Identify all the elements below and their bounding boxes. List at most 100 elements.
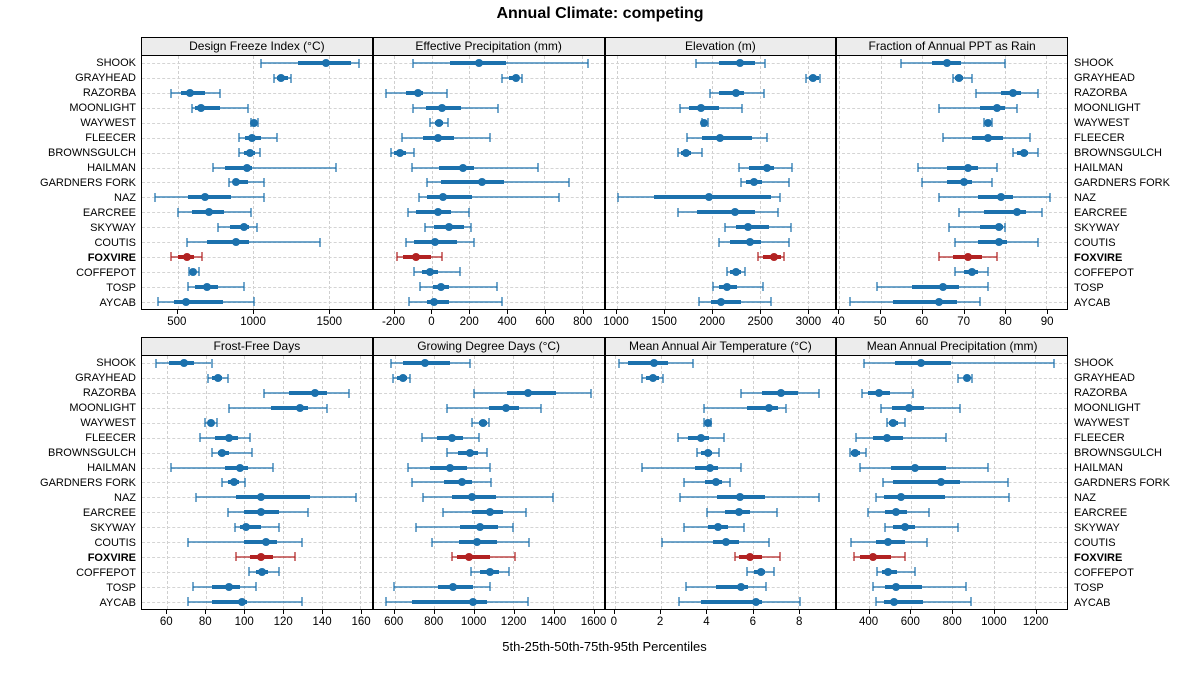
site-row xyxy=(837,86,1067,101)
range-end-cap xyxy=(788,237,791,247)
range-end-cap xyxy=(782,252,785,262)
site-row xyxy=(605,430,836,445)
site-row xyxy=(373,190,604,205)
range-end-cap xyxy=(784,403,787,413)
range-end-cap xyxy=(262,177,265,187)
median-dot xyxy=(224,433,233,442)
horizontal-gridline xyxy=(373,363,604,365)
range-end-cap xyxy=(412,58,415,68)
band-25th-75th xyxy=(174,299,223,304)
range-end-cap xyxy=(251,448,254,458)
axis-tick xyxy=(393,310,395,314)
range-end-cap xyxy=(512,522,515,532)
median-dot xyxy=(444,223,453,232)
range-end-cap xyxy=(407,463,410,473)
site-row xyxy=(605,71,836,86)
site-row xyxy=(837,445,1067,460)
median-dot xyxy=(704,193,713,202)
axis-tick xyxy=(361,610,363,614)
site-label-hailman: HAILMAN xyxy=(1074,161,1123,174)
axis-tick xyxy=(664,310,666,314)
site-label-shook: SHOOK xyxy=(1074,356,1114,369)
median-dot xyxy=(737,582,746,591)
axis-tick xyxy=(544,310,546,314)
range-end-cap xyxy=(874,597,877,607)
axis-tick xyxy=(393,610,395,614)
range-end-cap xyxy=(187,537,190,547)
range-end-cap xyxy=(459,267,462,277)
horizontal-gridline xyxy=(142,452,372,454)
range-end-cap xyxy=(734,552,737,562)
horizontal-gridline xyxy=(373,452,604,454)
axis-tick-label: 800 xyxy=(573,316,593,328)
median-dot xyxy=(955,74,964,83)
median-dot xyxy=(994,238,1003,247)
range-end-cap xyxy=(326,403,329,413)
median-dot xyxy=(770,252,779,261)
site-label-fleecer: FLEECER xyxy=(1074,131,1125,144)
range-end-cap xyxy=(501,297,504,307)
range-end-cap xyxy=(289,73,292,83)
range-end-cap xyxy=(187,597,190,607)
range-end-cap xyxy=(954,237,957,247)
range-end-cap xyxy=(987,463,990,473)
band-25th-75th xyxy=(711,299,742,304)
site-row xyxy=(373,205,604,220)
range-end-cap xyxy=(881,477,884,487)
panel-strip-title: Fraction of Annual PPT as Rain xyxy=(837,38,1067,56)
range-5th-95th xyxy=(213,166,337,169)
range-5th-95th xyxy=(412,166,538,169)
axis-tick xyxy=(880,310,882,314)
median-dot xyxy=(883,538,892,547)
site-row xyxy=(837,130,1067,145)
axis-tick xyxy=(616,310,618,314)
axis-tick-label: 0 xyxy=(428,316,435,328)
range-end-cap xyxy=(728,477,731,487)
range-end-cap xyxy=(431,537,434,547)
horizontal-gridline xyxy=(605,182,836,184)
site-row xyxy=(837,205,1067,220)
band-25th-75th xyxy=(288,391,328,396)
site-row xyxy=(142,475,372,490)
panel-design-freeze-index-c-: Design Freeze Index (°C) xyxy=(141,37,373,310)
range-5th-95th xyxy=(419,285,497,288)
axis-tick xyxy=(244,610,246,614)
median-dot xyxy=(512,74,521,83)
median-dot xyxy=(734,508,743,517)
range-end-cap xyxy=(723,222,726,232)
axis-tick-label: 90 xyxy=(1040,316,1054,328)
median-dot xyxy=(942,59,951,68)
site-row xyxy=(605,401,836,416)
panel-elevation-m-: Elevation (m) xyxy=(604,37,837,310)
site-row xyxy=(142,294,372,309)
median-dot xyxy=(256,508,265,517)
band-25th-75th xyxy=(194,106,220,111)
range-end-cap xyxy=(1037,88,1040,98)
site-row xyxy=(837,249,1067,264)
range-end-cap xyxy=(916,163,919,173)
axis-tick xyxy=(582,310,584,314)
site-row xyxy=(605,249,836,264)
site-row xyxy=(837,401,1067,416)
range-end-cap xyxy=(218,88,221,98)
median-dot xyxy=(485,508,494,517)
site-row xyxy=(605,56,836,71)
median-dot xyxy=(735,59,744,68)
site-row xyxy=(373,460,604,475)
horizontal-gridline xyxy=(373,378,604,380)
median-dot xyxy=(474,59,483,68)
range-end-cap xyxy=(678,103,681,113)
range-end-cap xyxy=(424,222,427,232)
axis-tick-label: 80 xyxy=(198,616,212,628)
range-end-cap xyxy=(301,537,304,547)
axis-tick-label: 3000 xyxy=(795,316,822,328)
median-dot xyxy=(743,223,752,232)
range-end-cap xyxy=(216,222,219,232)
site-row xyxy=(837,56,1067,71)
range-end-cap xyxy=(528,537,531,547)
range-end-cap xyxy=(617,192,620,202)
range-end-cap xyxy=(470,418,473,428)
median-dot xyxy=(485,567,494,576)
median-dot xyxy=(232,178,241,187)
range-end-cap xyxy=(469,567,472,577)
